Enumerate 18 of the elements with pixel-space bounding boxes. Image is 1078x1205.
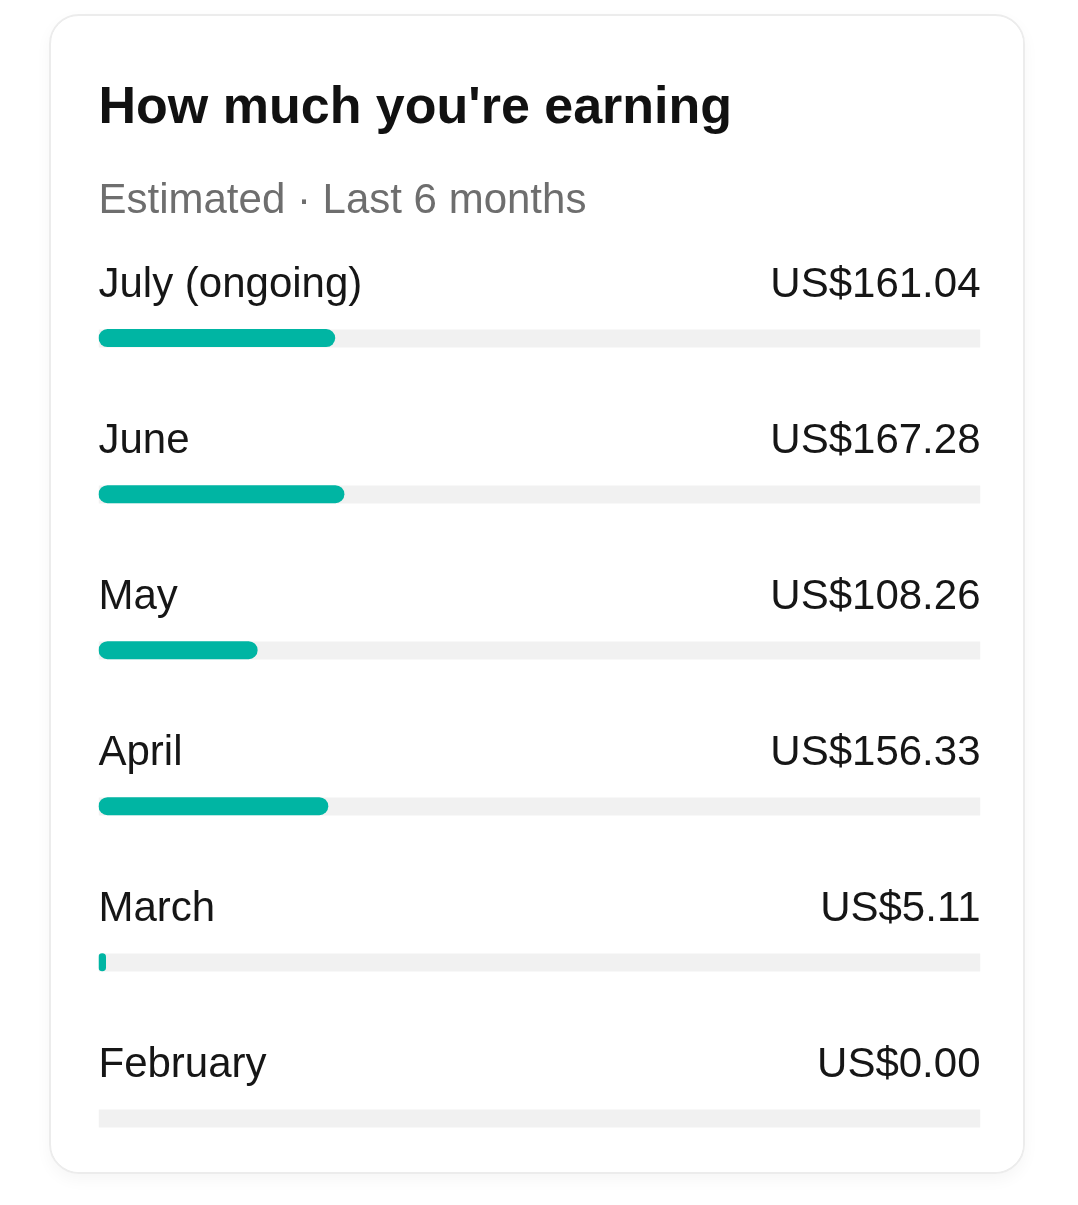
y-tick-label: May xyxy=(98,570,178,618)
y-tick-label: July (ongoing) xyxy=(98,258,363,306)
chart-subtitle: Estimated · Last 6 months xyxy=(98,175,587,222)
bar xyxy=(98,329,336,348)
bar xyxy=(98,797,329,816)
y-tick-label: June xyxy=(98,414,190,462)
data-label: US$156.33 xyxy=(770,726,981,774)
bar xyxy=(98,485,345,504)
data-label: US$161.04 xyxy=(770,258,981,306)
data-label: US$108.26 xyxy=(770,570,981,618)
y-tick-label: March xyxy=(98,882,216,930)
y-tick-label: February xyxy=(98,1038,267,1086)
data-label: US$0.00 xyxy=(817,1038,981,1086)
bar xyxy=(98,641,258,660)
data-label: US$167.28 xyxy=(770,414,981,462)
chart-title: How much you're earning xyxy=(98,75,733,134)
data-label: US$5.11 xyxy=(820,882,981,930)
y-tick-label: April xyxy=(98,726,183,774)
